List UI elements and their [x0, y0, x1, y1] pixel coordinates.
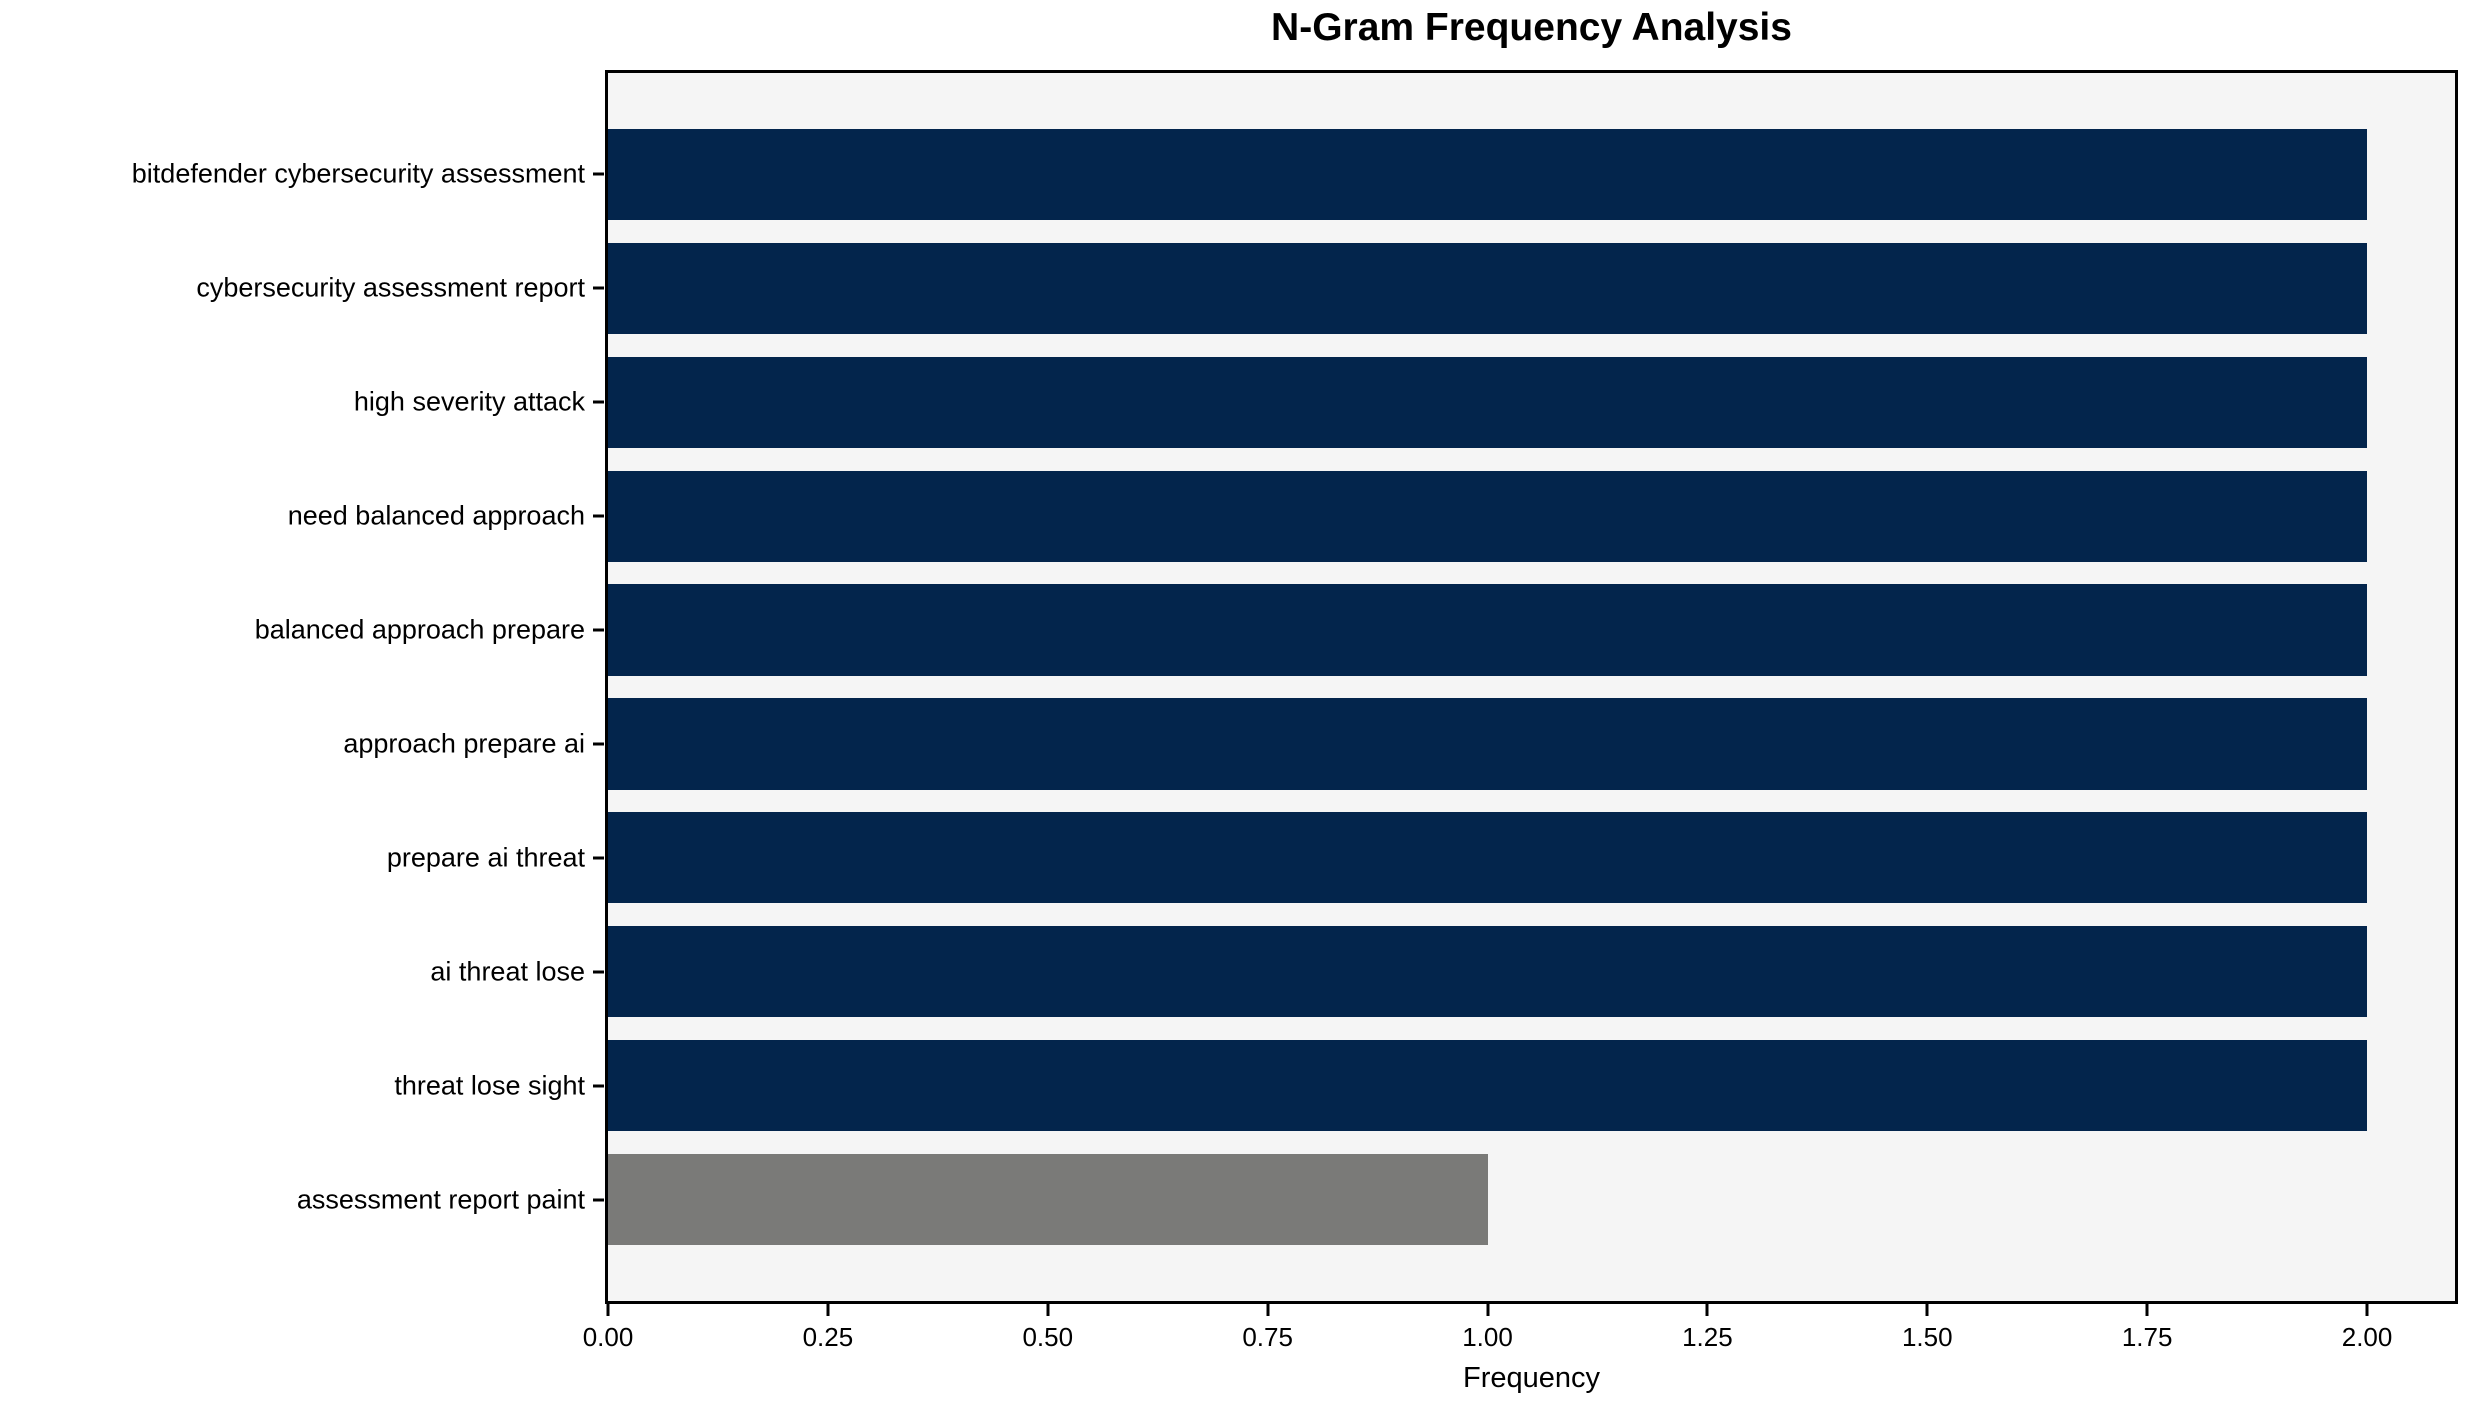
chart-title: N-Gram Frequency Analysis	[1271, 6, 1792, 49]
y-tick-label: threat lose sight	[394, 1070, 585, 1101]
y-tick-label: high severity attack	[353, 386, 585, 417]
y-tick-label: prepare ai threat	[386, 842, 585, 873]
x-tick-mark	[1046, 1304, 1050, 1316]
x-axis: 0.00 0.25 0.50 0.75 1.00 1.25 1.50 1.75 2.00	[583, 1304, 2458, 1404]
plot-area	[605, 70, 2458, 1304]
x-tick-mark	[1486, 1304, 1490, 1316]
x-tick-mark	[1705, 1304, 1709, 1316]
y-tick-mark	[593, 628, 604, 632]
y-tick-label: need balanced approach	[287, 500, 585, 531]
x-tick-mark	[2145, 1304, 2149, 1316]
x-tick-label: 2.00	[2341, 1322, 2393, 1352]
y-tick-mark	[593, 286, 604, 290]
bar-threat-lose-sight	[608, 1040, 2368, 1132]
bar-high-severity-attack	[608, 356, 2368, 448]
x-tick-label: 0.75	[1242, 1322, 1293, 1352]
y-tick-mark	[593, 742, 604, 746]
x-tick-label: 1.75	[2121, 1322, 2173, 1352]
x-tick-mark	[1925, 1304, 1929, 1316]
x-tick-label: 1.25	[1682, 1322, 1733, 1352]
y-tick-label: balanced approach prepare	[254, 614, 585, 645]
y-tick-mark	[593, 514, 604, 518]
bar-ai-threat-lose	[608, 926, 2368, 1018]
bar-approach-prepare-ai	[608, 698, 2368, 790]
y-tick-label: assessment report paint	[296, 1184, 585, 1215]
bar-assessment-report-paint	[608, 1154, 1488, 1246]
x-axis-title: Frequency	[1462, 1362, 1600, 1394]
y-axis: bitdefender cybersecurity assessment cybe…	[0, 70, 605, 1304]
bar-cybersecurity-assessment-report	[608, 242, 2368, 334]
x-tick-label: 0.25	[802, 1322, 854, 1352]
bar-bitdefender-cybersecurity-assessment	[608, 128, 2368, 220]
bar-balanced-approach-prepare	[608, 584, 2368, 676]
x-tick-label: 1.00	[1462, 1322, 1513, 1352]
y-tick-mark	[593, 1084, 604, 1088]
y-tick-label: cybersecurity assessment report	[196, 272, 585, 303]
y-tick-label: ai threat lose	[430, 956, 585, 987]
y-tick-mark	[593, 970, 604, 974]
bar-prepare-ai-threat	[608, 812, 2368, 904]
x-tick-label: 1.50	[1901, 1322, 1953, 1352]
y-tick-label: bitdefender cybersecurity assessment	[131, 158, 585, 189]
x-tick-mark	[2365, 1304, 2369, 1316]
y-tick-mark	[593, 400, 604, 404]
x-tick-label: 0.00	[582, 1322, 634, 1352]
bar-need-balanced-approach	[608, 470, 2368, 562]
y-tick-mark	[593, 1198, 604, 1202]
y-tick-label: approach prepare ai	[343, 728, 585, 759]
y-tick-mark	[593, 856, 604, 860]
x-tick-mark	[1266, 1304, 1270, 1316]
x-tick-label: 0.50	[1022, 1322, 1074, 1352]
x-tick-mark	[606, 1304, 610, 1316]
x-tick-mark	[826, 1304, 830, 1316]
y-tick-mark	[593, 172, 604, 176]
